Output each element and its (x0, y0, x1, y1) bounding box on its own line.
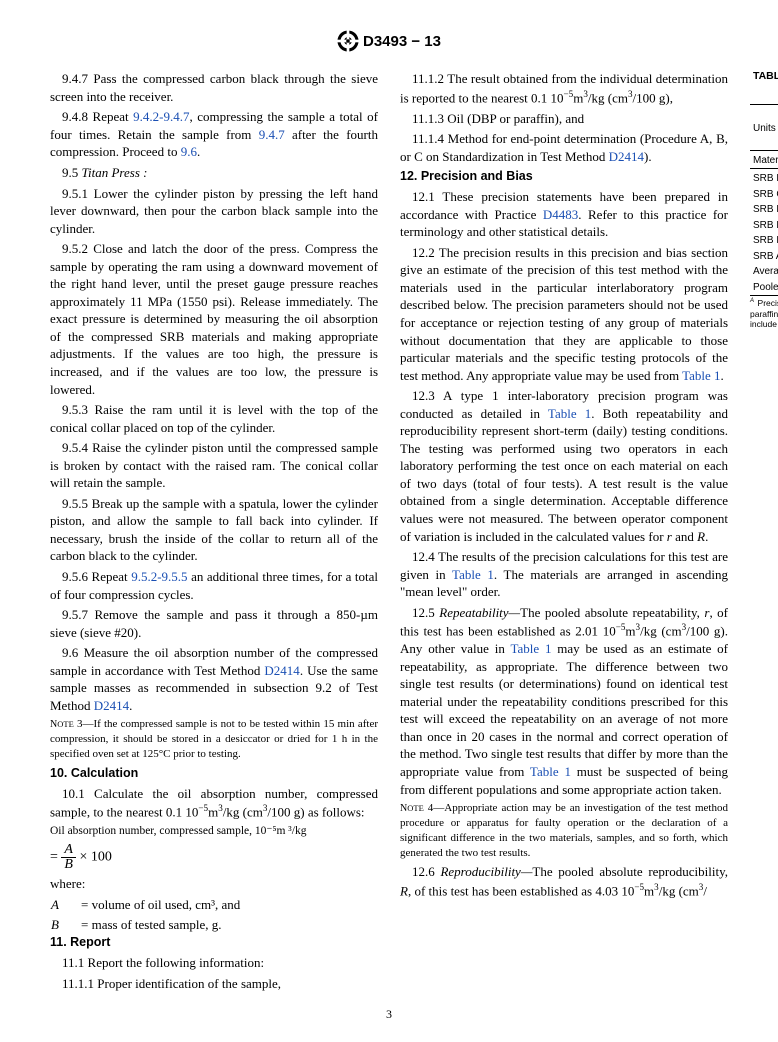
note-4: NOTE NOTE 4—Appropriate action may be an… (400, 801, 728, 860)
where: where: (50, 875, 378, 893)
para-11-1-3: 11.1.3 Oil (DBP or paraffin), and (400, 110, 728, 128)
para-9-5-1: 9.5.1 Lower the cylinder piston by press… (50, 185, 378, 238)
table-row: SRB E6 (N660)1376.00.832.341.955.51 (750, 202, 778, 218)
table1: Units NumberofLaboratories 10⁻⁵m³/kg (cm… (750, 104, 778, 298)
para-12-1: 12.1 These precision statements have bee… (400, 188, 728, 241)
para-9-5-5: 9.5.5 Break up the sample with a spatula… (50, 495, 378, 565)
table1-title: TABLE 1 Precision Parameters for D3493 O… (750, 70, 778, 100)
variable-definitions: A= volume of oil used, cm³, and B= mass … (50, 895, 241, 934)
link-d2414-a[interactable]: D2414 (264, 663, 299, 678)
link-table1-b[interactable]: Table 1 (548, 406, 591, 421)
link-d2414-b[interactable]: D2414 (94, 698, 129, 713)
page-number: 3 (50, 1006, 728, 1022)
para-12-6: 12.6 Reproducibility—The pooled absolute… (400, 863, 728, 899)
para-9-4-8: 9.4.8 Repeat 9.4.2-9.4.7, compressing th… (50, 108, 378, 161)
table1-footnote: A Precision data in Table 1 was obtained… (750, 298, 778, 330)
link-d2414-c[interactable]: D2414 (609, 149, 644, 164)
equation-caption: Oil absorption number, compressed sample… (50, 824, 378, 840)
link-table1-a[interactable]: Table 1 (682, 368, 720, 383)
heading-12: 12. Precision and Bias (400, 168, 728, 185)
para-12-2: 12.2 The precision results in this preci… (400, 244, 728, 384)
para-9-5-7: 9.5.7 Remove the sample and pass it thro… (50, 606, 378, 641)
table-row-average: Average 82.1 (750, 264, 778, 280)
page-header: D3493 − 13 (50, 30, 728, 52)
link-9-5-2[interactable]: 9.5.2-9.5.5 (131, 569, 187, 584)
para-9-6: 9.6 Measure the oil absorption number of… (50, 644, 378, 714)
standard-id: D3493 − 13 (363, 33, 441, 50)
para-9-5-3: 9.5.3 Raise the ram until it is level wi… (50, 401, 378, 436)
para-11-1-1: 11.1.1 Proper identification of the samp… (50, 975, 378, 993)
para-10-1: 10.1 Calculate the oil absorption number… (50, 785, 378, 821)
para-11-1: 11.1 Report the following information: (50, 954, 378, 972)
para-9-5-6: 9.5.6 Repeat 9.5.2-9.5.5 an additional t… (50, 568, 378, 603)
table-row: SRB B6 (N220)1598.50.601.711.363.86 (750, 233, 778, 249)
table-row: SRB D6 (N762)1360.20.531.511.233.48 (750, 171, 778, 187)
table-row: SRB F6 (N683)1388.60.862.421.534.34 (750, 218, 778, 234)
heading-10: 10. Calculation (50, 765, 378, 782)
link-9-4-2[interactable]: 9.4.2-9.4.7 (133, 109, 189, 124)
heading-11: 11. Report (50, 934, 378, 951)
link-table1-e[interactable]: Table 1 (530, 764, 571, 779)
link-table1-c[interactable]: Table 1 (452, 567, 494, 582)
table-row: SRB C6 (N326)1368.10.531.511.042.96 (750, 187, 778, 203)
table-row-pooled: Pooled Values 0.71 2.01 1.42 4.03 (750, 280, 778, 296)
para-9-5-2: 9.5.2 Close and latch the door of the pr… (50, 240, 378, 398)
equation: = AB × 100 (50, 843, 378, 872)
para-9-4-7: 9.4.7 Pass the compressed carbon black t… (50, 70, 378, 105)
heading-9-5: 9.5 Titan Press : (50, 164, 378, 182)
para-12-5: 12.5 Repeatability—The pooled absolute r… (400, 604, 728, 798)
para-12-4: 12.4 The results of the precision calcul… (400, 548, 728, 601)
link-table1-d[interactable]: Table 1 (510, 641, 551, 656)
note-3: NOTE NOTE 3—If the compressed sample is … (50, 717, 378, 762)
link-d4483[interactable]: D4483 (543, 207, 578, 222)
link-9-6[interactable]: 9.6 (181, 144, 197, 159)
table-row: SRB A6 (N134)15101.00.822.331.243.50 (750, 249, 778, 265)
para-11-1-2: 11.1.2 The result obtained from the indi… (400, 70, 728, 106)
para-11-1-4: 11.1.4 Method for end-point determinatio… (400, 130, 728, 165)
para-12-3: 12.3 A type 1 inter-laboratory precision… (400, 387, 728, 545)
para-9-5-4: 9.5.4 Raise the cylinder piston until th… (50, 439, 378, 492)
link-9-4-7[interactable]: 9.4.7 (259, 127, 285, 142)
